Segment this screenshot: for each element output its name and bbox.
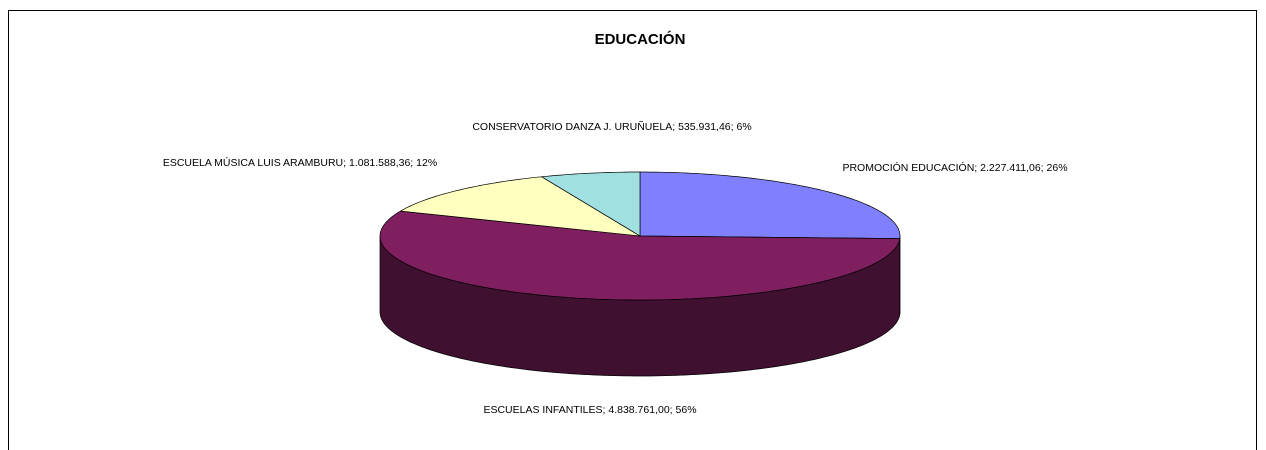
label-percent: 6% <box>737 121 752 133</box>
pie-slice <box>399 176 641 237</box>
label-value: 4.838.761,00 <box>608 404 669 416</box>
label-percent: 56% <box>676 404 697 416</box>
data-label: PROMOCIÓN EDUCACIÓN; 2.227.411,06; 26% <box>842 161 1067 174</box>
label-value: 1.081.588,36 <box>349 157 410 169</box>
label-value: 535.931,46 <box>678 121 731 133</box>
label-separator: ; <box>1041 162 1047 174</box>
label-separator: ; <box>974 162 980 174</box>
data-label: ESCUELAS INFANTILES; 4.838.761,00; 56% <box>483 404 696 416</box>
pie-slice <box>379 210 901 301</box>
label-percent: 12% <box>416 157 437 169</box>
data-label: ESCUELA MÚSICA LUIS ARAMBURU; 1.081.588,… <box>163 156 437 169</box>
data-label: CONSERVATORIO DANZA J. URUÑUELA; 535.931… <box>472 120 751 133</box>
label-separator: ; <box>603 404 609 416</box>
label-category: CONSERVATORIO DANZA J. URUÑUELA <box>472 120 672 133</box>
pie-slice <box>540 171 641 237</box>
chart-title: EDUCACIÓN <box>595 30 686 48</box>
label-value: 2.227.411,06 <box>980 162 1041 174</box>
chart-frame <box>8 10 1257 450</box>
label-separator: ; <box>343 157 349 169</box>
label-separator: ; <box>731 121 737 133</box>
label-percent: 26% <box>1047 162 1068 174</box>
label-separator: ; <box>670 404 676 416</box>
label-category: PROMOCIÓN EDUCACIÓN <box>842 161 974 174</box>
label-category: ESCUELAS INFANTILES <box>483 404 602 416</box>
label-category: ESCUELA MÚSICA LUIS ARAMBURU <box>163 156 343 169</box>
pie-slice <box>639 171 901 239</box>
label-separator: ; <box>410 157 416 169</box>
label-separator: ; <box>672 121 678 133</box>
